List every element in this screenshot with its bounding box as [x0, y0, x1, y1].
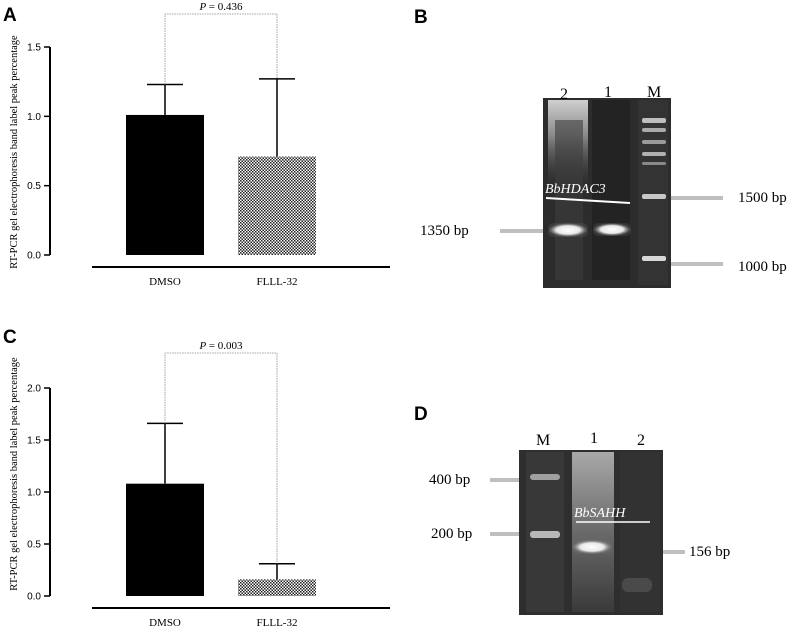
y-axis-label-c: RT-PCR gel electrophoresis band label pe…	[9, 357, 20, 591]
y-tick-label: 1.5	[27, 436, 41, 447]
marker-band	[642, 194, 666, 199]
significance-bracket	[164, 352, 278, 564]
lane-label-d-1: 1	[590, 430, 598, 447]
y-tick-label: 1.0	[27, 112, 41, 123]
marker-line-200	[490, 532, 519, 536]
y-tick-label: 0.0	[27, 592, 41, 603]
x-category-label: DMSO	[149, 617, 181, 629]
bar-dmso	[126, 483, 204, 596]
marker-band	[530, 474, 560, 480]
marker-line-1500	[671, 196, 723, 200]
marker-band	[642, 140, 666, 144]
bar-chart-c: RT-PCR gel electrophoresis band label pe…	[9, 340, 390, 629]
marker-label-1350: 1350 bp	[420, 223, 469, 239]
gel-band-lane-2	[622, 578, 652, 592]
y-tick-label: 2.0	[27, 384, 41, 395]
gene-underline-b	[545, 197, 631, 204]
x-category-label: FLLL-32	[257, 617, 298, 629]
y-tick-label: 0.5	[27, 181, 41, 192]
lane-label-b-2: 2	[560, 86, 568, 103]
marker-label-400: 400 bp	[429, 472, 470, 488]
x-category-label: DMSO	[149, 276, 181, 288]
marker-label-200: 200 bp	[431, 526, 472, 542]
marker-label-1000: 1000 bp	[738, 259, 787, 275]
bar-flll-32	[238, 156, 316, 255]
y-tick-label: 0.5	[27, 540, 41, 551]
gel-band-lane-1	[593, 223, 631, 236]
gel-image-b: BbHDAC3 2 1 M 1350 bp 1500 bp 1000 bp	[420, 84, 787, 288]
significance-bracket	[164, 13, 278, 85]
marker-line-156	[663, 550, 685, 554]
marker-line-400	[490, 478, 519, 482]
gel-image-d: BbSAHH M 1 2 400 bp 200 bp 156 bp	[429, 430, 730, 615]
lane-label-d-2: 2	[637, 432, 645, 449]
marker-band	[642, 162, 666, 165]
marker-band	[642, 256, 666, 261]
y-tick-label: 1.5	[27, 43, 41, 54]
lane-label-d-m: M	[536, 432, 550, 449]
panel-letter-c: C	[3, 327, 17, 348]
marker-band	[530, 531, 560, 538]
marker-band	[642, 118, 666, 123]
gel-band-lane-1	[572, 540, 612, 554]
y-axis-label-a: RT-PCR gel electrophoresis band label pe…	[9, 35, 20, 269]
gene-label-d: BbSAHH	[574, 506, 626, 521]
lane-label-b-1: 1	[604, 84, 612, 101]
bar-flll-32	[238, 579, 316, 596]
panel-letter-a: A	[3, 5, 17, 26]
lane-label-b-m: M	[647, 84, 661, 101]
x-category-label: FLLL-32	[257, 276, 298, 288]
marker-label-156: 156 bp	[689, 544, 730, 560]
bar-dmso	[126, 114, 204, 256]
marker-band	[642, 152, 666, 156]
y-tick-label: 0.0	[27, 251, 41, 262]
marker-label-1500: 1500 bp	[738, 190, 787, 206]
gel-smear-lane-1	[572, 452, 614, 612]
gene-label-b: BbHDAC3	[545, 182, 606, 197]
panel-letter-b: B	[414, 7, 428, 28]
p-value-label: P = 0.003	[199, 340, 243, 352]
marker-line-1000	[671, 262, 723, 266]
panel-letter-d: D	[414, 404, 428, 425]
y-tick-label: 1.0	[27, 488, 41, 499]
bar-chart-a: RT-PCR gel electrophoresis band label pe…	[9, 1, 390, 288]
p-value-label: P = 0.436	[199, 1, 243, 13]
marker-line-1350	[500, 229, 543, 233]
gel-band-lane-2	[548, 223, 588, 237]
marker-band	[642, 128, 666, 132]
